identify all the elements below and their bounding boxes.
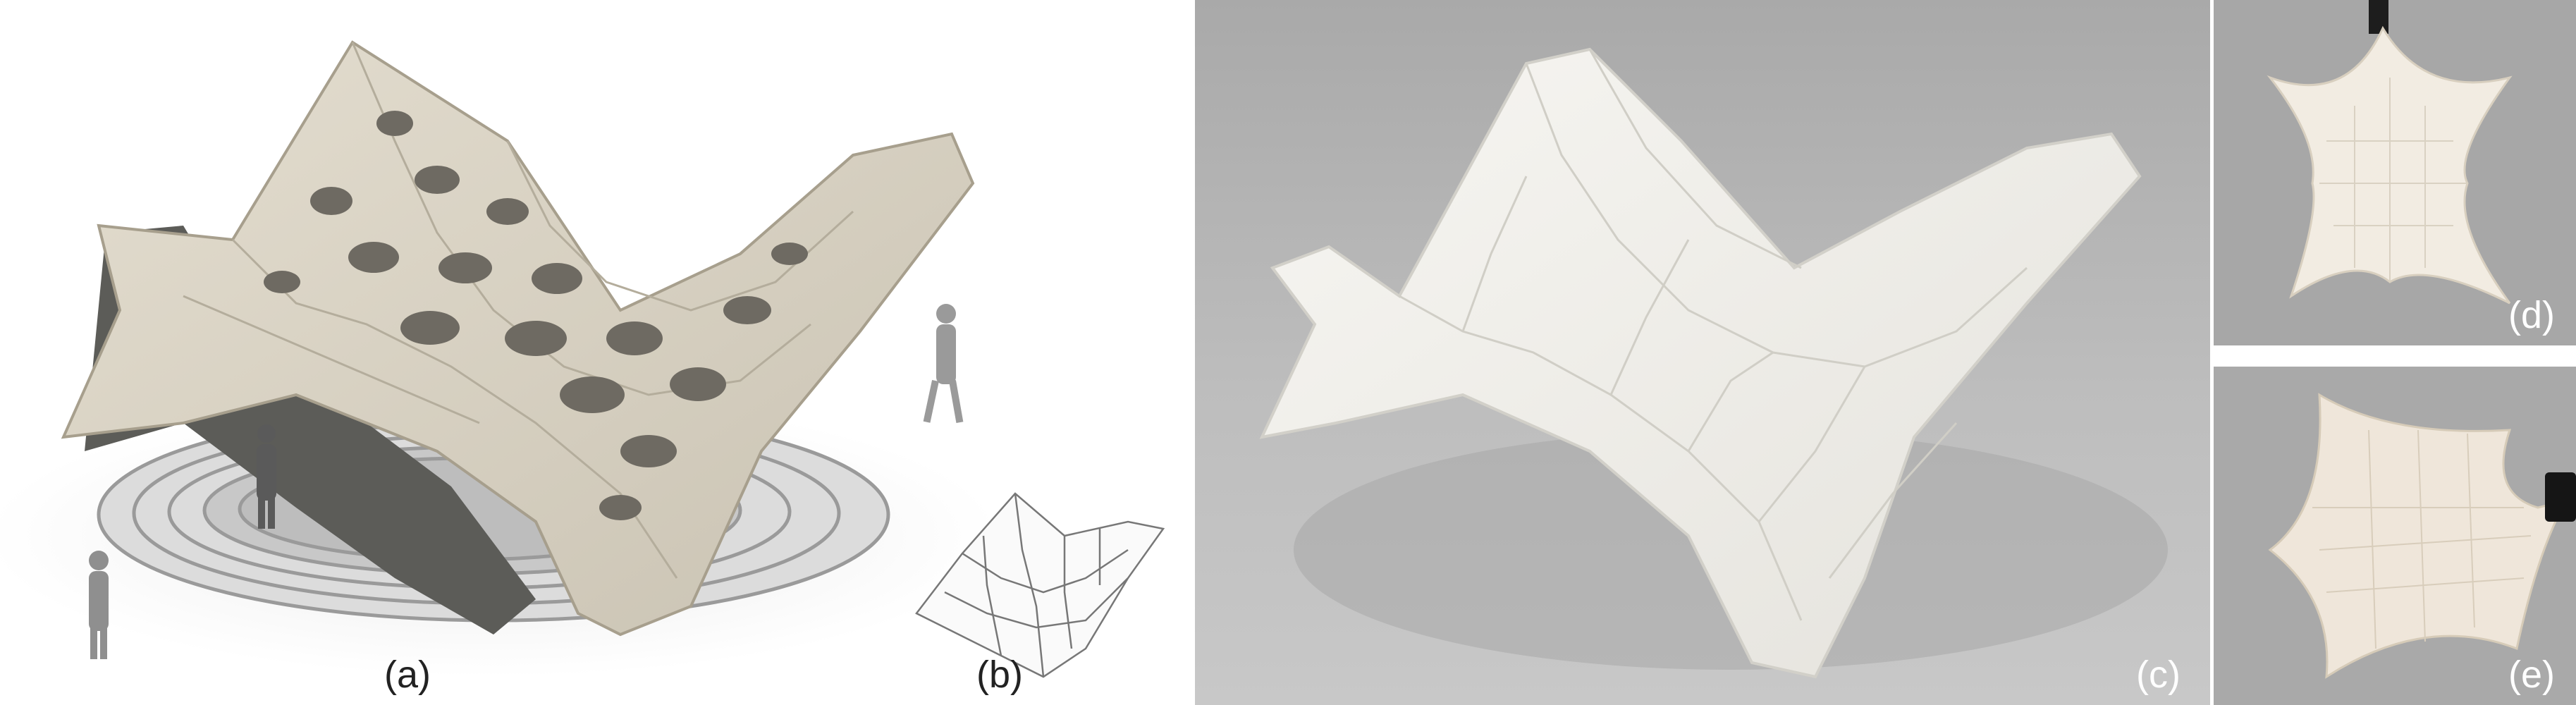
photo-panel-model: (c) — [1195, 0, 2210, 705]
shell-perforations — [264, 111, 808, 520]
hanging-clamp — [2369, 0, 2388, 34]
human-figure-right — [923, 304, 964, 423]
pulling-clamp — [2545, 472, 2576, 522]
stretched-view-photo — [2214, 367, 2576, 705]
render-panel: (a) (b) — [0, 0, 1170, 705]
shell-render-illustration — [0, 40, 1165, 678]
panel-label-e: (e) — [2508, 654, 2555, 696]
panel-label-b: (b) — [976, 654, 1023, 696]
stretched-shell — [2268, 393, 2569, 679]
top-view-photo — [2214, 0, 2576, 345]
photo-panel-top-view: (d) — [2214, 0, 2576, 345]
printed-shell — [1259, 47, 2142, 679]
human-figure-center — [257, 424, 276, 529]
printed-model-photo — [1195, 0, 2210, 705]
panel-label-d: (d) — [2508, 294, 2555, 336]
panel-label-c: (c) — [2136, 654, 2181, 696]
wireframe-drawing — [915, 492, 1165, 678]
panel-label-a: (a) — [384, 654, 431, 696]
photo-panel-stretched: (e) — [2214, 367, 2576, 705]
printed-tile-seams — [1399, 49, 2028, 621]
human-figure-left — [89, 551, 109, 659]
